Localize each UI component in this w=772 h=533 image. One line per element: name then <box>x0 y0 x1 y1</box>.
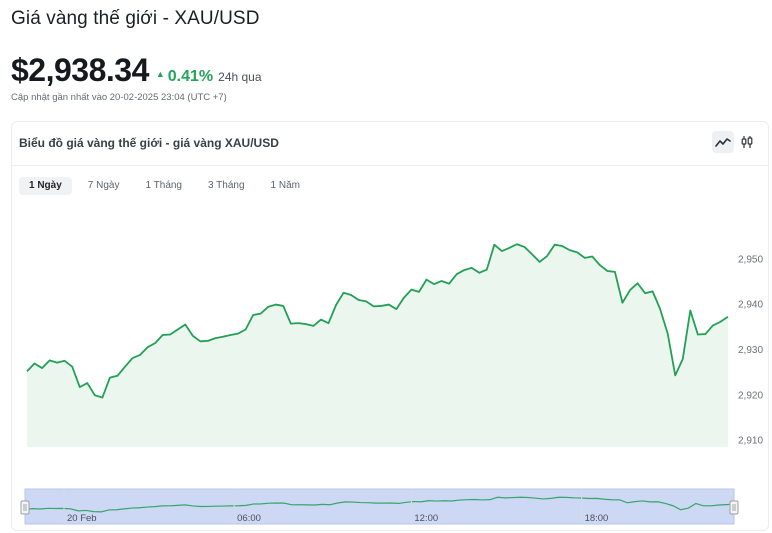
change-period: 24h qua <box>218 70 262 84</box>
y-tick-label: 2,920 <box>738 390 763 401</box>
last-updated: Cập nhật gần nhất vào 20-02-2025 23:04 (… <box>11 92 227 103</box>
line-chart-icon <box>715 138 731 147</box>
chart-title: Biểu đồ giá vàng thế giới - giá vàng XAU… <box>19 136 279 150</box>
y-tick-label: 2,910 <box>738 436 763 447</box>
chart-type-toggle <box>712 131 758 153</box>
navigator-tick-label: 20 Feb <box>67 513 97 524</box>
price-chart: 2,910 2,920 2,930 2,940 2,950 20 Feb 06:00 12:0… <box>20 243 763 525</box>
navigator-handle-right[interactable] <box>729 500 739 515</box>
navigator-tick-label: 18:00 <box>585 513 609 524</box>
y-tick-label: 2,930 <box>738 345 763 356</box>
change-percent: 0.41% <box>167 68 214 85</box>
price-summary: $2,938.34 ▲ 0.41% 24h qua <box>11 52 262 89</box>
line-chart-button[interactable] <box>712 131 734 153</box>
current-price: $2,938.34 <box>11 52 149 88</box>
price-area-fill <box>27 244 728 447</box>
navigator-line <box>24 496 735 513</box>
range-1-month[interactable]: 1 Tháng <box>145 180 182 191</box>
candlestick-icon <box>741 136 753 148</box>
range-1-year[interactable]: 1 Năm <box>270 180 300 191</box>
range-selector: 1 Ngày 7 Ngày 1 Tháng 3 Tháng 1 Năm <box>19 177 310 195</box>
range-3-months[interactable]: 3 Tháng <box>208 180 245 191</box>
y-tick-label: 2,940 <box>738 300 763 311</box>
navigator-range <box>24 488 735 525</box>
navigator-tick-label: 06:00 <box>237 513 261 524</box>
candlestick-chart-button[interactable] <box>736 131 758 153</box>
navigator-tick-label: 12:00 <box>414 513 438 524</box>
chart-card-header: Biểu đồ giá vàng thế giới - giá vàng XAU… <box>12 122 768 166</box>
range-1-day[interactable]: 1 Ngày <box>19 177 72 195</box>
price-line <box>26 243 729 399</box>
y-tick-label: 2,950 <box>738 254 763 265</box>
navigator-handle-left[interactable] <box>20 500 30 515</box>
page-title: Giá vàng thế giới - XAU/USD <box>11 8 260 29</box>
range-7-days[interactable]: 7 Ngày <box>87 180 120 191</box>
up-arrow-icon: ▲ <box>155 69 165 79</box>
chart-card: Biểu đồ giá vàng thế giới - giá vàng XAU… <box>11 121 769 531</box>
